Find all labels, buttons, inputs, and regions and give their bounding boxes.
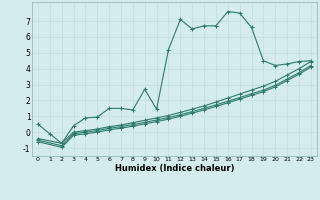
X-axis label: Humidex (Indice chaleur): Humidex (Indice chaleur) [115,164,234,173]
